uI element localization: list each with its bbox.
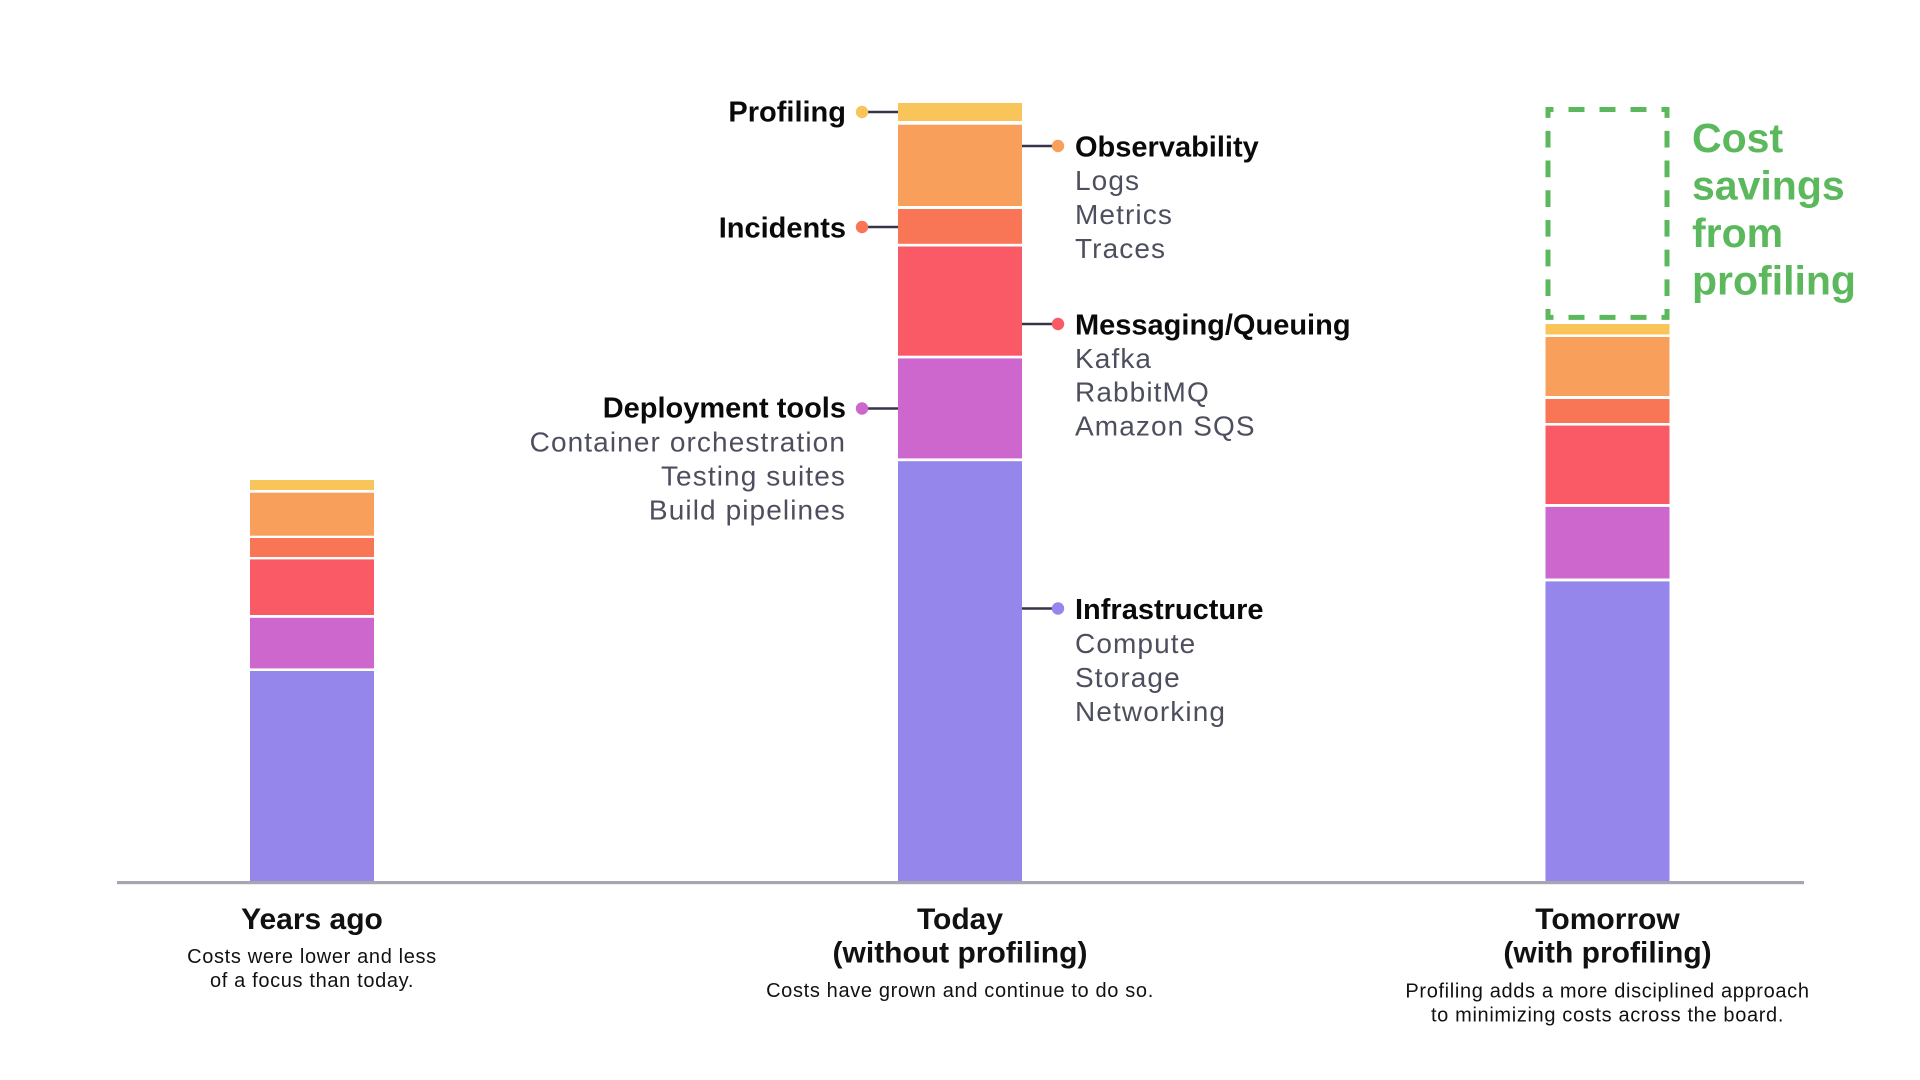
- svg-text:Networking: Networking: [1075, 696, 1226, 727]
- svg-text:Container orchestration: Container orchestration: [530, 426, 846, 457]
- svg-text:Tomorrow: Tomorrow: [1535, 903, 1680, 936]
- svg-text:Build pipelines: Build pipelines: [649, 495, 846, 526]
- svg-text:Traces: Traces: [1075, 233, 1166, 264]
- svg-text:(with profiling): (with profiling): [1503, 937, 1711, 970]
- svg-text:Profiling: Profiling: [728, 97, 846, 129]
- svg-text:Amazon SQS: Amazon SQS: [1075, 410, 1256, 441]
- svg-text:Deployment tools: Deployment tools: [603, 393, 846, 425]
- svg-text:Today: Today: [917, 903, 1003, 936]
- svg-text:savings: savings: [1692, 163, 1845, 209]
- svg-text:Incidents: Incidents: [719, 212, 846, 244]
- svg-text:Costs were lower and less: Costs were lower and less: [187, 946, 437, 968]
- svg-text:(without profiling): (without profiling): [833, 937, 1088, 970]
- svg-text:Costs have grown and continue: Costs have grown and continue to do so.: [766, 980, 1154, 1002]
- svg-text:Testing suites: Testing suites: [661, 461, 846, 492]
- svg-text:Years ago: Years ago: [241, 903, 383, 936]
- svg-text:Messaging/Queuing: Messaging/Queuing: [1075, 309, 1351, 341]
- svg-text:profiling: profiling: [1692, 258, 1856, 304]
- svg-text:Logs: Logs: [1075, 165, 1140, 196]
- svg-text:Metrics: Metrics: [1075, 199, 1173, 230]
- svg-text:of a focus than today.: of a focus than today.: [210, 970, 414, 992]
- svg-text:Cost: Cost: [1692, 115, 1783, 161]
- svg-text:RabbitMQ: RabbitMQ: [1075, 377, 1210, 408]
- svg-text:Profiling adds a more discipli: Profiling adds a more disciplined approa…: [1405, 980, 1809, 1002]
- svg-text:Infrastructure: Infrastructure: [1075, 594, 1264, 626]
- svg-text:Kafka: Kafka: [1075, 343, 1152, 374]
- svg-text:Storage: Storage: [1075, 662, 1181, 693]
- svg-text:to minimizing costs across the: to minimizing costs across the board.: [1431, 1004, 1784, 1026]
- svg-text:Observability: Observability: [1075, 131, 1259, 163]
- svg-text:from: from: [1692, 210, 1783, 256]
- svg-text:Compute: Compute: [1075, 628, 1196, 659]
